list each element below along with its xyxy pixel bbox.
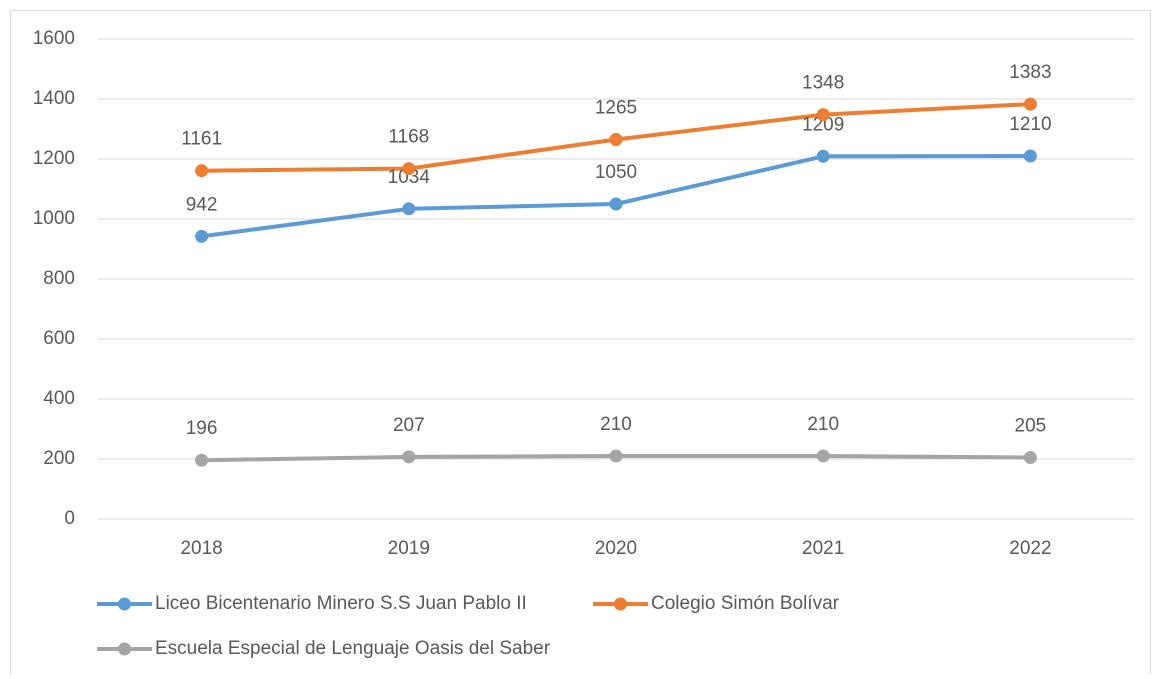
data-point (1023, 97, 1037, 111)
data-point (609, 197, 623, 211)
chart-frame (10, 10, 1151, 679)
data-point (609, 133, 623, 146)
x-tick-label: 2020 (595, 538, 637, 559)
data-label: 1034 (388, 167, 431, 188)
data-label: 1050 (595, 162, 637, 183)
data-label: 1265 (595, 98, 637, 119)
y-tick-label: 1200 (33, 148, 75, 169)
y-tick-label: 200 (43, 448, 75, 469)
data-point (816, 449, 830, 463)
data-label: 1348 (802, 73, 844, 94)
x-tick-label: 2019 (388, 538, 430, 559)
data-point (402, 162, 416, 176)
legend-label: Colegio Simón Bolívar (651, 593, 840, 614)
data-point (195, 164, 209, 178)
data-label: 207 (393, 415, 425, 436)
data-point (609, 449, 623, 463)
data-point (816, 108, 830, 122)
y-tick-label: 600 (43, 328, 75, 349)
data-label: 1209 (802, 114, 844, 135)
x-tick-label: 2022 (1009, 538, 1051, 559)
data-point (195, 229, 209, 243)
data-label: 1210 (1009, 114, 1051, 135)
legend-label: Escuela Especial de Lenguaje Oasis del S… (155, 638, 551, 659)
data-point (402, 202, 416, 216)
y-tick-label: 1400 (33, 88, 75, 109)
data-point (1023, 451, 1037, 464)
y-tick-label: 0 (64, 508, 75, 529)
data-point (402, 450, 416, 464)
legend-marker (614, 597, 627, 611)
x-tick-label: 2018 (180, 538, 222, 559)
legend-marker (118, 597, 131, 611)
y-tick-label: 400 (43, 388, 75, 409)
data-label: 1383 (1009, 62, 1051, 83)
data-label: 1168 (388, 127, 429, 148)
data-label: 205 (1015, 416, 1047, 437)
data-label: 196 (186, 418, 218, 439)
data-point (1023, 149, 1037, 163)
data-label: 942 (186, 194, 218, 215)
data-label: 1161 (181, 129, 222, 150)
data-label: 210 (807, 414, 839, 435)
legend-label: Liceo Bicentenario Minero S.S Juan Pablo… (155, 593, 527, 614)
data-label: 210 (600, 414, 632, 435)
y-tick-label: 1000 (33, 208, 75, 229)
data-point (816, 149, 830, 163)
legend-marker (118, 642, 131, 656)
data-point (195, 453, 209, 467)
y-tick-label: 1600 (33, 28, 75, 49)
x-tick-label: 2021 (802, 538, 844, 559)
y-tick-label: 800 (43, 268, 75, 289)
